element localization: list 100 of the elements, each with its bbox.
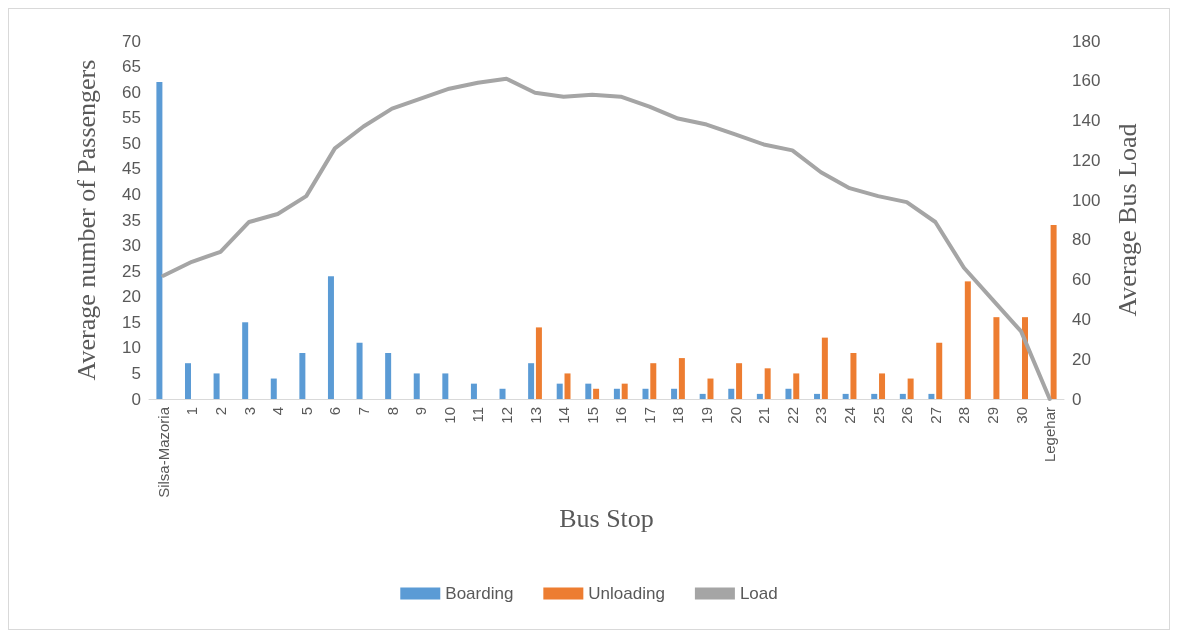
x-tick-label: 22 [783,407,801,424]
x-tick-label: 27 [926,407,944,424]
y2-tick-label: 140 [1072,111,1101,131]
y2-tick-label: 80 [1072,230,1091,250]
y2-tick-label: 100 [1072,190,1101,210]
x-tick-label: 6 [326,407,344,416]
bar [793,373,800,399]
x-tick-label: 29 [984,407,1002,424]
y-tick-label: 55 [122,108,141,128]
bar [156,81,163,399]
x-tick-label: 10 [440,407,458,424]
bar [556,383,563,399]
x-tick-label: 30 [1012,407,1030,424]
bar [1050,225,1057,399]
bar [871,393,878,399]
bar [964,281,971,399]
bar [707,378,714,399]
bar [842,393,849,399]
bar [699,393,706,399]
y2-tick-label: 20 [1072,349,1091,369]
x-tick-label: 8 [383,407,401,416]
y2-tick-label: 120 [1072,150,1101,170]
bar [907,378,914,399]
y-tick-label: 20 [122,287,141,307]
bar [821,337,828,399]
x-tick-label: 17 [640,407,658,424]
bar [593,388,600,399]
bar [613,388,620,399]
y-tick-label: 40 [122,184,141,204]
bar [728,388,735,399]
bar [564,373,571,399]
y-tick-label: 10 [122,338,141,358]
x-tick-label: 28 [955,407,973,424]
y2-axis-title: Average Bus Load [1112,123,1142,317]
bar [736,363,743,399]
x-tick-label: 15 [583,407,601,424]
bar [936,342,943,399]
bar [356,342,363,399]
y-tick-label: 45 [122,159,141,179]
bar [470,383,477,399]
y-tick-label: 70 [122,31,141,51]
bar [671,388,678,399]
y-tick-label: 30 [122,236,141,256]
bar [756,393,763,399]
bar [528,363,535,399]
x-tick-label: 13 [526,407,544,424]
bar [899,393,906,399]
bar [814,393,821,399]
bar [928,393,935,399]
y-tick-label: 35 [122,210,141,230]
bar [535,327,542,399]
x-tick-label: 2 [211,407,229,416]
bar [385,352,392,399]
y2-tick-label: 40 [1072,309,1091,329]
x-tick-label: 18 [669,407,687,424]
x-tick-label: 24 [841,407,859,424]
x-tick-label: 4 [269,407,287,416]
legend-label: Boarding [445,584,514,603]
bar [879,373,886,399]
bar [585,383,592,399]
legend-label: Unloading [588,584,665,603]
y2-tick-label: 180 [1072,31,1101,51]
bar [850,352,857,399]
x-tick-label: 5 [297,407,315,416]
x-tick-label: 19 [698,407,716,424]
x-tick-label: 7 [354,407,372,416]
y2-tick-label: 160 [1072,71,1101,91]
x-tick-label: 26 [898,407,916,424]
x-tick-label: 23 [812,407,830,424]
bar [993,317,1000,399]
x-tick-label: 11 [469,407,487,423]
y-tick-label: 25 [122,261,141,281]
x-tick-label: 16 [612,407,630,424]
bar [184,363,191,399]
x-tick-label: 14 [555,407,573,424]
bar [413,373,420,399]
x-tick-label: 25 [869,407,887,424]
y2-tick-label: 0 [1072,389,1082,409]
x-axis-title: Bus Stop [559,504,654,534]
x-tick-label: 21 [755,407,773,424]
bar [621,383,628,399]
bar [242,322,249,399]
bar [499,388,506,399]
bar [764,368,771,399]
x-tick-label: 20 [726,407,744,424]
bar [327,276,334,399]
y-tick-label: 5 [131,363,141,383]
x-tick-label: 12 [497,407,515,424]
bar [785,388,792,399]
y-tick-label: 0 [131,389,141,409]
x-tick-label: Legehar [1041,407,1059,463]
line-series [161,76,1052,401]
bar [299,352,306,399]
bar [642,388,649,399]
bar [650,363,657,399]
y2-tick-label: 60 [1072,270,1091,290]
x-tick-label: 1 [183,407,201,416]
y-axis-title: Average number of Passengers [71,59,101,381]
y-tick-label: 60 [122,82,141,102]
bar [213,373,220,399]
